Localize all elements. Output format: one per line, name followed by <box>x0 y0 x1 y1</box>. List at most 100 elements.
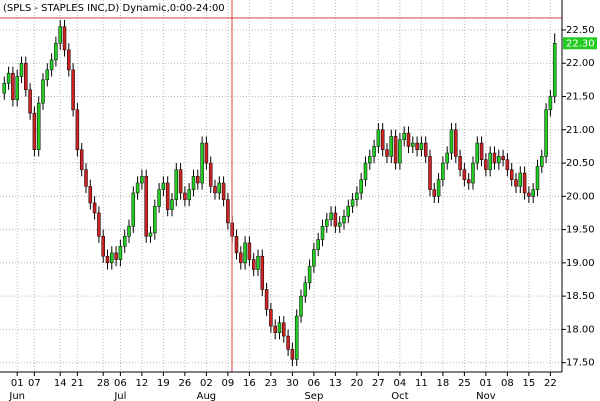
candle-body <box>329 212 333 220</box>
x-tick-label: 16 <box>243 378 256 389</box>
y-tick-label: 21.00 <box>566 125 595 136</box>
candle-body <box>174 169 179 200</box>
candle-body <box>454 129 458 157</box>
candle-body <box>273 325 277 333</box>
candle-body <box>165 182 170 210</box>
candle-body <box>62 26 67 51</box>
candle-body <box>445 152 449 164</box>
candle-body <box>183 192 187 200</box>
candle-body <box>385 149 389 157</box>
candle-body <box>41 79 45 104</box>
candle-body <box>479 142 484 160</box>
candle-body <box>402 132 406 140</box>
candle-body <box>436 179 441 197</box>
candle-body <box>157 189 161 207</box>
x-tick-label: 12 <box>136 378 149 389</box>
x-tick-label: 06 <box>308 378 321 389</box>
candle-body <box>105 255 110 264</box>
candle-body <box>28 89 32 114</box>
x-tick-label: 11 <box>415 378 428 389</box>
candle-body <box>277 322 282 333</box>
candle-body <box>509 169 514 180</box>
candle-body <box>153 206 157 234</box>
candle-body <box>527 192 531 197</box>
candle-body <box>49 59 54 71</box>
candle-body <box>269 309 273 327</box>
candle-body <box>411 142 415 147</box>
candle-body <box>71 69 75 111</box>
month-label: Jul <box>113 391 126 401</box>
candle-body <box>260 255 265 290</box>
candle-body <box>475 142 480 164</box>
y-tick-label: 19.50 <box>566 225 595 236</box>
candle-body <box>131 192 136 227</box>
x-tick-label: 26 <box>179 378 192 389</box>
candle-body <box>239 252 243 264</box>
candle-body <box>333 212 338 227</box>
x-tick-label: 25 <box>458 378 471 389</box>
month-label: Jun <box>8 391 25 401</box>
candle-body <box>92 202 97 214</box>
y-tick-label: 22.00 <box>566 58 595 69</box>
x-tick-label: 15 <box>523 378 536 389</box>
candle-body <box>505 159 510 170</box>
candle-body <box>32 112 37 150</box>
month-label: Sep <box>304 391 323 401</box>
candle-body <box>191 176 196 190</box>
x-tick-label: 21 <box>71 378 84 389</box>
candle-body <box>540 156 544 167</box>
y-tick-label: 17.50 <box>566 358 595 369</box>
x-tick-label: 23 <box>265 378 278 389</box>
candle-body <box>208 162 213 187</box>
candle-body <box>135 182 140 194</box>
candle-body <box>299 295 303 317</box>
candle-body <box>24 62 28 91</box>
x-tick-label: 27 <box>372 378 385 389</box>
candle-body <box>419 142 424 150</box>
candle-body <box>462 169 467 180</box>
candle-body <box>88 186 93 204</box>
candle-body <box>458 156 462 170</box>
x-tick-label: 28 <box>97 378 110 389</box>
candle-body <box>428 156 432 190</box>
candle-body <box>488 152 492 170</box>
candles <box>2 19 557 367</box>
candle-body <box>58 26 62 44</box>
month-label: Aug <box>197 391 217 401</box>
x-tick-label: 08 <box>501 378 514 389</box>
candle-body <box>432 189 437 197</box>
chart-title: (SPLS - STAPLES INC,D) Dynamic,0:00-24:0… <box>3 3 225 14</box>
candle-body <box>294 315 299 360</box>
x-tick-label: 18 <box>437 378 450 389</box>
candle-body <box>544 109 548 157</box>
candle-body <box>161 182 166 190</box>
candle-body <box>350 199 355 207</box>
candle-body <box>393 136 398 164</box>
candle-body <box>118 245 123 260</box>
candle-body <box>363 162 368 180</box>
candle-body <box>101 235 105 257</box>
candle-body <box>303 282 308 297</box>
x-tick-label: 07 <box>28 378 41 389</box>
candle-body <box>355 192 359 200</box>
month-label: Nov <box>476 391 496 401</box>
candle-body <box>359 179 363 194</box>
candle-body <box>247 242 252 260</box>
candle-body <box>264 289 269 310</box>
candle-body <box>312 249 316 267</box>
axis-labels: 17.50 18.00 18.50 19.00 19.50 20.00 20.50 21.00… <box>8 25 597 401</box>
candle-body <box>84 169 88 187</box>
x-tick-label: 06 <box>114 378 127 389</box>
candle-body <box>376 129 381 147</box>
y-tick-label: 18.50 <box>566 291 595 302</box>
candle-body <box>325 219 329 227</box>
candle-body <box>320 226 325 240</box>
x-tick-label: 19 <box>157 378 170 389</box>
candle-body <box>398 139 402 164</box>
candle-body <box>200 142 204 184</box>
x-tick-label: 22 <box>544 378 557 389</box>
candle-body <box>187 189 191 200</box>
